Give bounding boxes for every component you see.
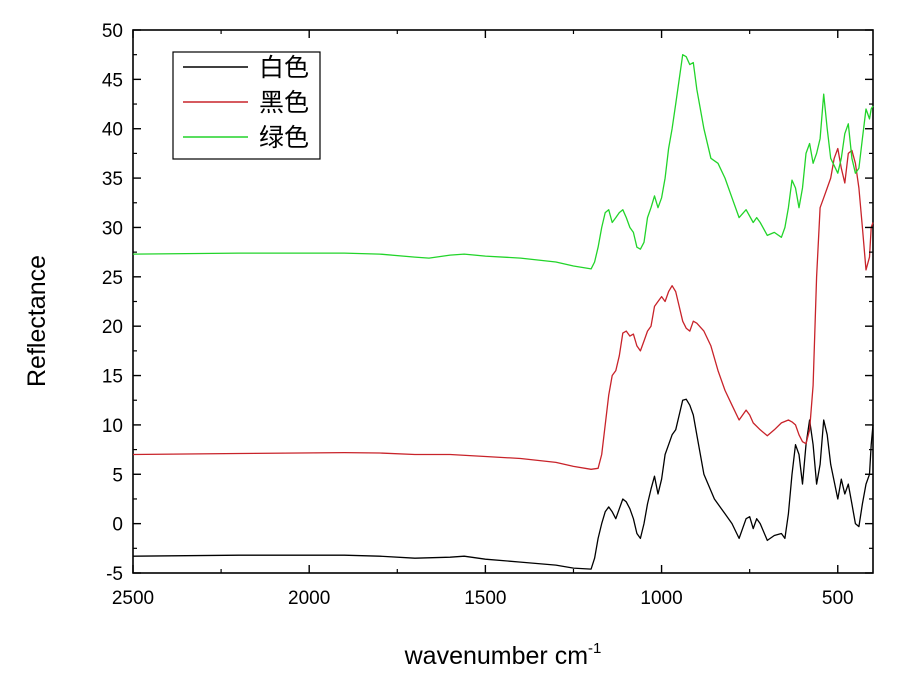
x-axis-title-main: wavenumber cm	[404, 642, 588, 670]
y-tick-label: 10	[102, 416, 123, 437]
y-tick-label: 5	[112, 465, 123, 486]
y-tick-label: 20	[102, 317, 123, 338]
x-axis-title: wavenumber cm-1	[404, 640, 602, 670]
series-layer	[132, 54, 874, 570]
x-tick-label: 500	[822, 588, 854, 609]
x-tick-label: 1500	[464, 588, 506, 609]
series-line-2	[132, 147, 874, 470]
y-tick-label: 0	[112, 515, 123, 536]
legend-label-2: 黑色	[259, 89, 309, 117]
x-tick-label: 1000	[640, 588, 682, 609]
legend-label-1: 白色	[259, 54, 309, 82]
x-axis-title-exponent: -1	[588, 640, 601, 657]
y-tick-label: 25	[102, 268, 123, 289]
legend-label-3: 绿色	[259, 124, 309, 152]
legend-box	[172, 51, 321, 160]
y-tick-label: 50	[102, 21, 123, 42]
axes-layer: -5 0 5 10 15 20 25 30 35 40 45 50 2500 2000 1500 1000 50…	[102, 21, 873, 609]
y-tick-label: 35	[102, 169, 123, 190]
y-tick-label: 30	[102, 218, 123, 239]
y-tick-label: 15	[102, 367, 123, 388]
y-tick-label: -5	[106, 564, 123, 585]
y-axis-title: Reflectance	[23, 255, 51, 387]
y-tick-label: 40	[102, 120, 123, 141]
series-line-1	[132, 398, 874, 570]
x-tick-label: 2000	[288, 588, 330, 609]
series-line-3	[132, 54, 874, 270]
y-tick-label: 45	[102, 70, 123, 91]
x-tick-label: 2500	[112, 588, 154, 609]
